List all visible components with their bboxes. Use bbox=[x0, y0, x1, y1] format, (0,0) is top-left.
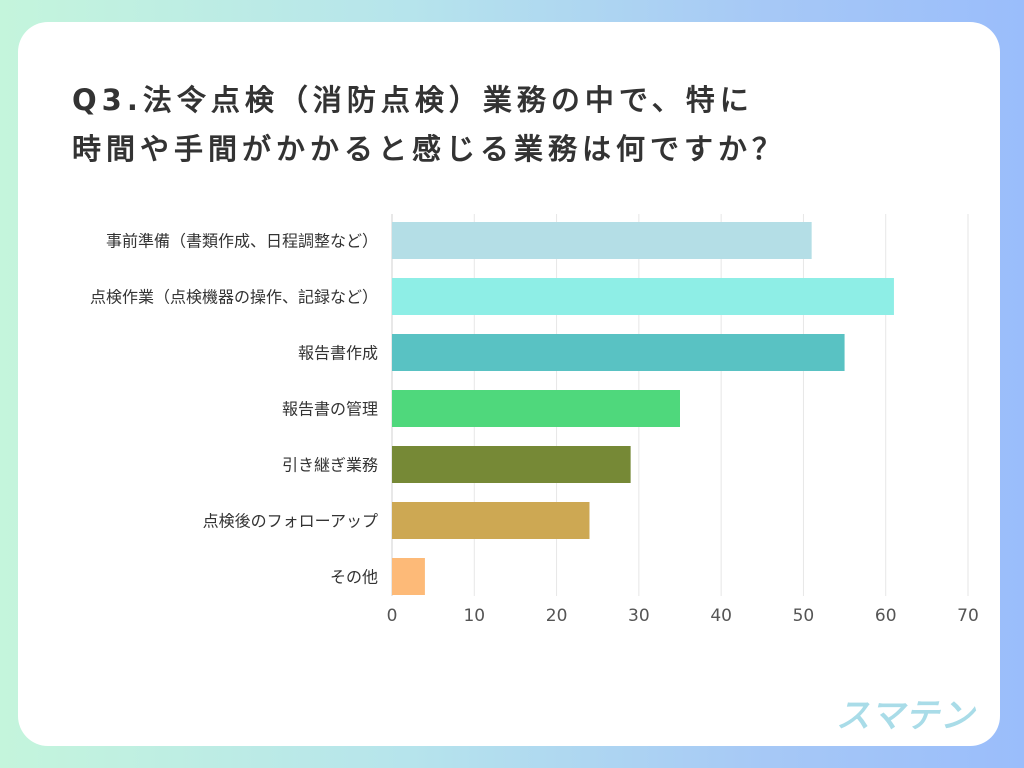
category-label: その他 bbox=[330, 568, 378, 587]
x-tick-label: 10 bbox=[463, 606, 485, 626]
x-tick-label: 0 bbox=[387, 606, 398, 626]
brand-logo: スマテン bbox=[836, 696, 975, 736]
x-tick-label: 70 bbox=[957, 606, 979, 626]
x-tick-label: 50 bbox=[793, 606, 815, 626]
category-label: 報告書作成 bbox=[298, 344, 378, 363]
category-label: 点検作業（点検機器の操作、記録など） bbox=[90, 288, 378, 307]
bar bbox=[392, 502, 590, 539]
category-label: 報告書の管理 bbox=[282, 400, 378, 419]
category-label: 事前準備（書類作成、日程調整など） bbox=[106, 232, 378, 251]
bar bbox=[392, 222, 812, 259]
bar bbox=[392, 334, 845, 371]
x-tick-label: 40 bbox=[710, 606, 732, 626]
bar bbox=[392, 446, 631, 483]
x-tick-label: 20 bbox=[546, 606, 568, 626]
chart-title: Q3.法令点検（消防点検）業務の中で、特に 時間や手間がかかると感じる業務は何で… bbox=[72, 76, 972, 174]
bar bbox=[392, 278, 894, 315]
chart-card bbox=[18, 22, 1000, 746]
bar bbox=[392, 390, 680, 427]
title-line-1: Q3.法令点検（消防点検）業務の中で、特に bbox=[72, 83, 754, 117]
x-tick-label: 60 bbox=[875, 606, 897, 626]
category-label: 点検後のフォローアップ bbox=[203, 512, 378, 531]
x-tick-label: 30 bbox=[628, 606, 650, 626]
title-line-2: 時間や手間がかかると感じる業務は何ですか？ bbox=[72, 132, 787, 166]
bar bbox=[392, 558, 425, 595]
category-label: 引き継ぎ業務 bbox=[282, 456, 378, 475]
